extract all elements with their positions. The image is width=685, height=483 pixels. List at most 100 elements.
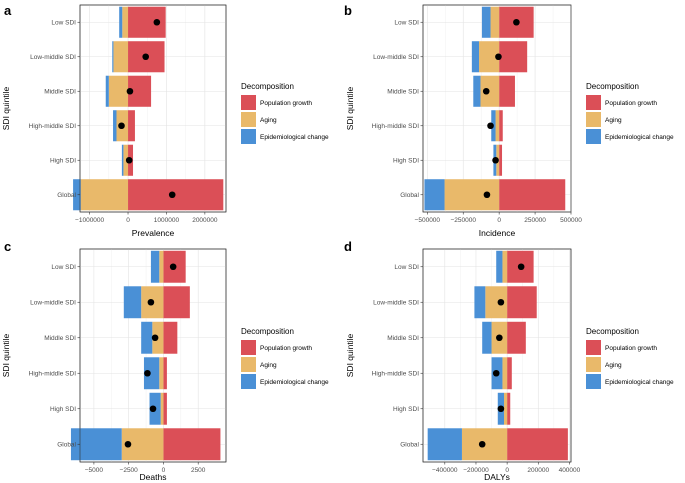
- legend-key-aging: [241, 357, 256, 372]
- bar-aging: [495, 110, 500, 142]
- total-point: [147, 298, 155, 306]
- legend-key-population-growth: [241, 340, 256, 355]
- total-point: [497, 298, 505, 306]
- bar-population-growth: [499, 75, 515, 107]
- y-tick-label: Low SDI: [394, 20, 419, 27]
- legend-label: Population growth: [260, 345, 312, 352]
- x-tick-label: 500000: [560, 217, 582, 224]
- panel-letter: a: [4, 3, 12, 18]
- y-tick-label: High SDI: [393, 406, 419, 413]
- plot-border: [79, 248, 227, 463]
- bar-population-growth: [499, 144, 503, 176]
- x-tick-label: 0: [162, 467, 166, 474]
- plot-area: [422, 4, 572, 213]
- total-point: [151, 334, 159, 342]
- panel-d: Low SDI Low-middle SDI Middle SDI High-midd…: [344, 239, 674, 482]
- y-tick-label: Middle SDI: [387, 89, 419, 96]
- bar-epidemiological-change: [105, 75, 109, 107]
- bar-population-growth: [128, 179, 224, 211]
- legend-key-population-growth: [241, 95, 256, 110]
- panel-letter: b: [344, 3, 352, 18]
- bar-epidemiological-change: [424, 179, 445, 211]
- y-tick-label: Low SDI: [51, 264, 76, 271]
- x-tick-label: −2500: [120, 467, 139, 474]
- bar-population-growth: [499, 110, 503, 142]
- bar-aging: [160, 392, 164, 425]
- legend-label: Population growth: [605, 100, 657, 107]
- plot-area: [79, 248, 227, 463]
- bar-epidemiological-change: [113, 110, 117, 142]
- bar-population-growth: [499, 41, 528, 73]
- bar-epidemiological-change: [473, 75, 481, 107]
- legend-label: Aging: [605, 117, 622, 124]
- y-axis-title: SDI quintile: [1, 86, 11, 130]
- x-axis-title: Prevalence: [132, 228, 175, 238]
- y-tick-label: Middle SDI: [387, 335, 419, 342]
- total-point: [153, 18, 161, 26]
- y-axis-title: SDI quintile: [345, 86, 355, 130]
- total-point: [478, 440, 486, 448]
- bar-epidemiological-change: [481, 6, 491, 38]
- y-tick-label: High-middle SDI: [29, 123, 77, 130]
- bar-aging: [485, 286, 508, 319]
- legend: Decomposition Population growth Aging Epide…: [586, 82, 674, 144]
- y-tick-label: High SDI: [50, 406, 76, 413]
- total-point: [487, 122, 494, 130]
- x-tick-label: 2000000: [192, 217, 218, 224]
- bar-aging: [113, 41, 129, 73]
- total-point: [517, 263, 525, 271]
- bar-population-growth: [507, 321, 526, 354]
- y-tick-label: Global: [57, 192, 76, 199]
- x-tick-label: 0: [505, 467, 509, 474]
- bar-epidemiological-change: [112, 41, 114, 73]
- bar-aging: [490, 6, 500, 38]
- y-tick-label: High SDI: [50, 158, 76, 165]
- y-tick-label: Global: [57, 442, 76, 449]
- y-tick-label: Low-middle SDI: [30, 54, 76, 61]
- y-tick-label: Middle SDI: [44, 89, 76, 96]
- total-point: [118, 122, 125, 130]
- total-point: [149, 405, 157, 413]
- bar-epidemiological-change: [427, 428, 462, 461]
- plot-border: [422, 248, 572, 463]
- bar-epidemiological-change: [123, 286, 142, 319]
- y-axis-title: SDI quintile: [1, 333, 11, 377]
- bar-population-growth: [163, 321, 178, 354]
- x-tick-label: 400000: [559, 467, 581, 474]
- legend-title: Decomposition: [241, 82, 294, 91]
- total-point: [497, 405, 505, 413]
- x-tick-label: −250000: [450, 217, 476, 224]
- total-point: [495, 53, 502, 61]
- bar-epidemiological-change: [150, 250, 160, 283]
- legend-key-aging: [586, 112, 601, 127]
- plot-area: [422, 248, 572, 463]
- bar-epidemiological-change: [73, 179, 81, 211]
- legend-label: Epidemiological change: [260, 379, 329, 386]
- x-tick-label: 200000: [527, 467, 549, 474]
- total-point: [513, 18, 520, 26]
- x-tick-label: 2500: [191, 467, 206, 474]
- x-tick-label: −1000000: [75, 217, 104, 224]
- plot-border: [79, 4, 227, 213]
- total-point: [124, 440, 132, 448]
- bar-population-growth: [507, 286, 537, 319]
- bar-epidemiological-change: [141, 321, 153, 354]
- y-tick-label: High SDI: [393, 158, 419, 165]
- legend-key-epidemiological-change: [241, 129, 256, 144]
- legend-title: Decomposition: [586, 327, 639, 336]
- y-axis-title: SDI quintile: [345, 333, 355, 377]
- total-point: [492, 369, 500, 377]
- x-tick-label: −400000: [432, 467, 458, 474]
- x-axis-title: DALYs: [484, 472, 510, 482]
- bar-aging: [108, 75, 129, 107]
- legend-key-population-growth: [586, 95, 601, 110]
- x-tick-label: −5000: [85, 467, 104, 474]
- bar-population-growth: [163, 392, 167, 425]
- x-tick-label: 0: [126, 217, 130, 224]
- bar-aging: [123, 144, 129, 176]
- legend-label: Population growth: [260, 100, 312, 107]
- y-tick-label: Global: [400, 442, 419, 449]
- total-point: [483, 191, 491, 199]
- bar-aging: [504, 392, 508, 425]
